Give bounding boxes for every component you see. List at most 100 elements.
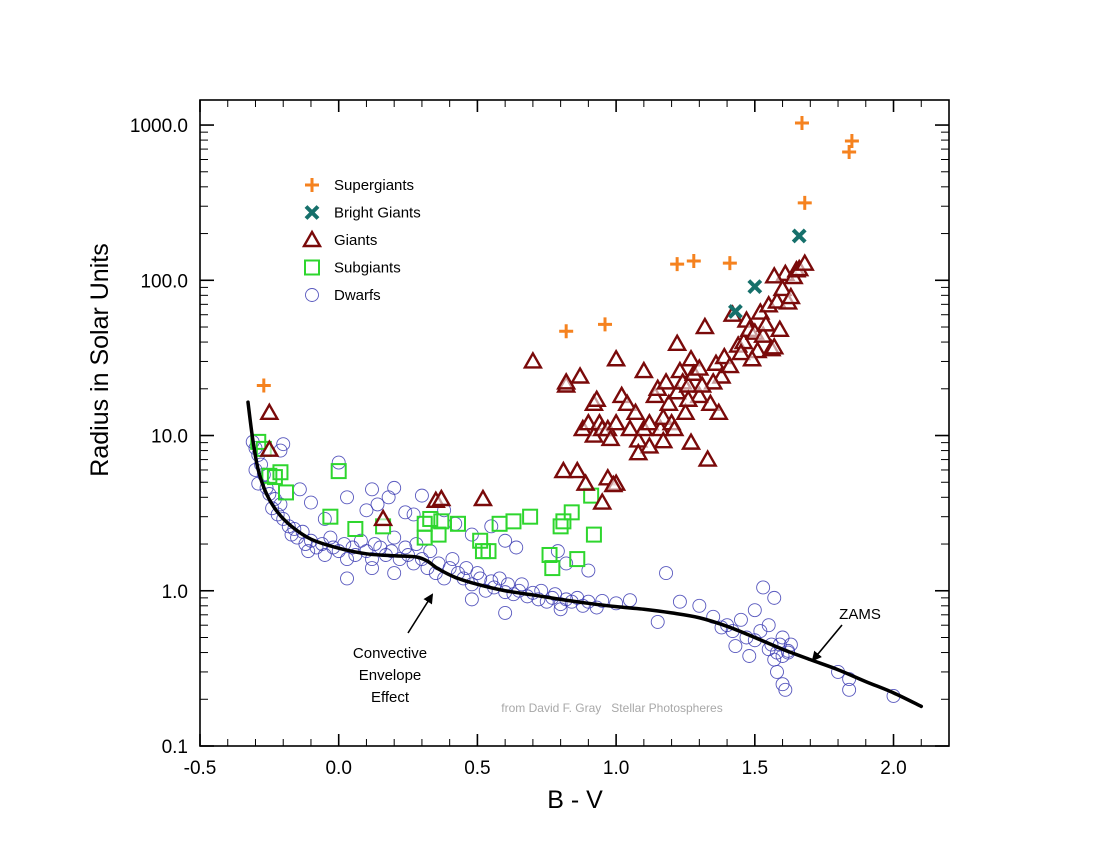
- data-point: [254, 457, 268, 472]
- data-point: [844, 133, 859, 148]
- data-point: [708, 402, 729, 421]
- data-point: [767, 652, 782, 667]
- data-point: [304, 495, 318, 510]
- data-point: [753, 624, 768, 639]
- data-point: [514, 577, 529, 592]
- data-point: [414, 488, 429, 503]
- data-point: [756, 580, 771, 595]
- data-point: [633, 360, 654, 379]
- data-point: [259, 402, 280, 421]
- data-point: [480, 543, 497, 560]
- data-point: [619, 418, 641, 437]
- data-point: [387, 566, 402, 581]
- data-point: [492, 571, 507, 586]
- data-point: [256, 378, 271, 393]
- data-point: [317, 548, 332, 562]
- data-point: [553, 460, 574, 479]
- data-point: [692, 375, 713, 393]
- axes: [199, 99, 950, 747]
- data-point: [522, 351, 543, 369]
- data-point: [570, 590, 585, 605]
- data-point: [700, 393, 721, 412]
- data-point: [373, 508, 394, 527]
- convective-arrow: [407, 593, 434, 634]
- data-point: [653, 430, 674, 449]
- data-point: [430, 526, 447, 543]
- legend-label: Dwarfs: [334, 287, 381, 304]
- legend-item: Dwarfs: [305, 287, 381, 304]
- data-point: [755, 313, 776, 332]
- data-point: [781, 643, 796, 658]
- data-point: [322, 508, 339, 525]
- x-tick-label: 0.0: [325, 758, 351, 779]
- data-point: [498, 533, 513, 548]
- data-point: [670, 257, 685, 272]
- data-point: [794, 253, 815, 271]
- data-point: [423, 544, 438, 559]
- data-point: [658, 393, 679, 412]
- data-point: [764, 265, 785, 284]
- y-axis-ticks: 0.1 1.0 10.0 100.0 1000.0: [130, 116, 949, 758]
- convective-label-line: Envelope: [359, 667, 422, 684]
- data-point: [667, 333, 688, 351]
- data-point: [778, 682, 793, 697]
- legend-item: Bright Giants: [304, 205, 421, 222]
- data-point: [563, 504, 580, 521]
- data-point: [592, 492, 613, 510]
- data-point: [387, 480, 402, 495]
- data-point: [387, 530, 402, 545]
- legend-marker-x: [304, 205, 320, 220]
- data-point: [392, 552, 407, 567]
- data-point: [639, 436, 660, 454]
- data-point: [567, 460, 588, 479]
- data-point: [541, 546, 558, 563]
- data-point: [697, 449, 718, 467]
- legend: Supergiants Bright Giants Giants Subgiants D…: [301, 177, 421, 304]
- data-point: [678, 389, 699, 407]
- legend-label: Bright Giants: [334, 205, 421, 222]
- data-point: [550, 544, 565, 559]
- x-tick-label: 1.5: [742, 758, 768, 779]
- data-point: [345, 540, 360, 555]
- convective-label-line: Convective: [353, 645, 427, 662]
- data-point: [552, 518, 569, 535]
- data-point: [733, 612, 748, 627]
- data-point: [431, 488, 452, 507]
- data-point: [742, 649, 757, 663]
- data-point: [585, 526, 602, 543]
- data-point: [761, 618, 776, 633]
- data-point: [586, 389, 607, 407]
- plot-area: [245, 116, 924, 709]
- data-point: [398, 540, 413, 555]
- data-point: [553, 602, 568, 617]
- data-point: [317, 512, 332, 526]
- y-axis-title: Radius in Solar Units: [86, 243, 114, 476]
- data-point: [694, 316, 715, 335]
- data-point: [398, 505, 413, 520]
- data-point: [692, 598, 707, 613]
- data-point: [769, 319, 790, 337]
- data-point: [384, 544, 399, 559]
- data-point: [680, 348, 702, 367]
- zams-arrow: [811, 624, 843, 662]
- data-point: [650, 614, 665, 629]
- data-point: [575, 473, 596, 491]
- data-point: [689, 385, 710, 404]
- x-tick-label: 0.5: [464, 758, 490, 779]
- data-point: [680, 432, 702, 450]
- data-point: [842, 145, 857, 160]
- y-tick-label: 1000.0: [130, 116, 188, 137]
- data-point: [365, 561, 379, 576]
- data-point: [764, 637, 779, 652]
- data-point: [555, 513, 572, 530]
- data-point: [484, 519, 499, 534]
- data-point: [653, 407, 674, 426]
- data-point: [842, 682, 857, 697]
- data-point: [623, 593, 637, 608]
- x-tick-label: 2.0: [880, 758, 906, 779]
- data-point: [261, 467, 278, 484]
- data-point: [770, 664, 784, 679]
- credit-text: from David F. Gray Stellar Photospheres: [501, 701, 722, 715]
- data-point: [505, 513, 522, 530]
